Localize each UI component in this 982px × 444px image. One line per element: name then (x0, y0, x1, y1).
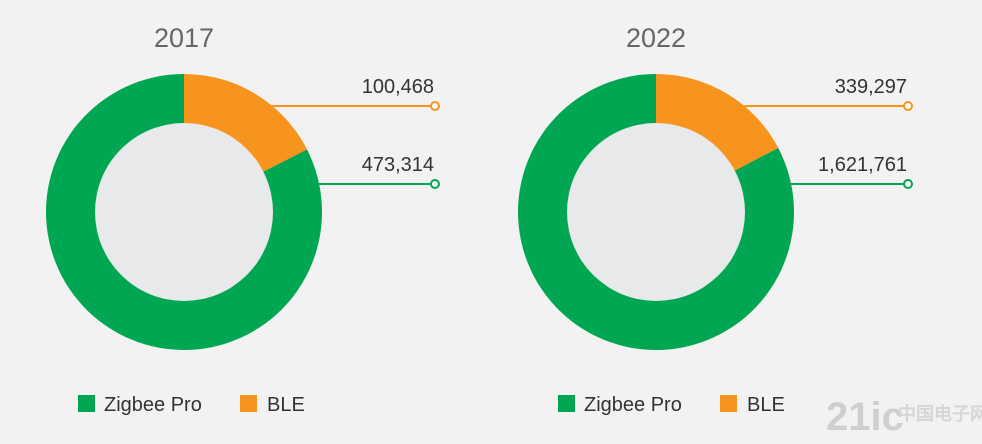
chart-title-2017: 2017 (154, 23, 214, 53)
legend-label-ble-1: BLE (267, 394, 305, 416)
leader-dot-zigbee-2017 (430, 179, 440, 189)
watermark-logo: 21ic (826, 395, 904, 439)
legend-label-zigbee-2: Zigbee Pro (584, 394, 682, 416)
legend-swatch-ble-2 (720, 395, 737, 412)
legend-swatch-zigbee-1 (78, 395, 95, 412)
charts-layer (46, 74, 913, 351)
legend-label-zigbee-1: Zigbee Pro (104, 394, 202, 416)
chart-title-2022: 2022 (626, 23, 686, 53)
leader-dot-ble-2022 (903, 101, 913, 111)
legend-swatch-zigbee-2 (558, 395, 575, 412)
donut-hole-2017 (95, 123, 273, 301)
watermark-subtext: 中国电子网 (898, 403, 982, 424)
value-label-ble-2017: 100,468 (362, 76, 434, 98)
value-label-zigbee-2017: 473,314 (362, 154, 434, 176)
legend-label-ble-2: BLE (747, 394, 785, 416)
value-label-ble-2022: 339,297 (835, 76, 907, 98)
value-label-zigbee-2022: 1,621,761 (818, 154, 907, 176)
legend-swatch-ble-1 (240, 395, 257, 412)
leader-dot-zigbee-2022 (903, 179, 913, 189)
leader-dot-ble-2017 (430, 101, 440, 111)
donut-hole-2022 (567, 123, 745, 301)
